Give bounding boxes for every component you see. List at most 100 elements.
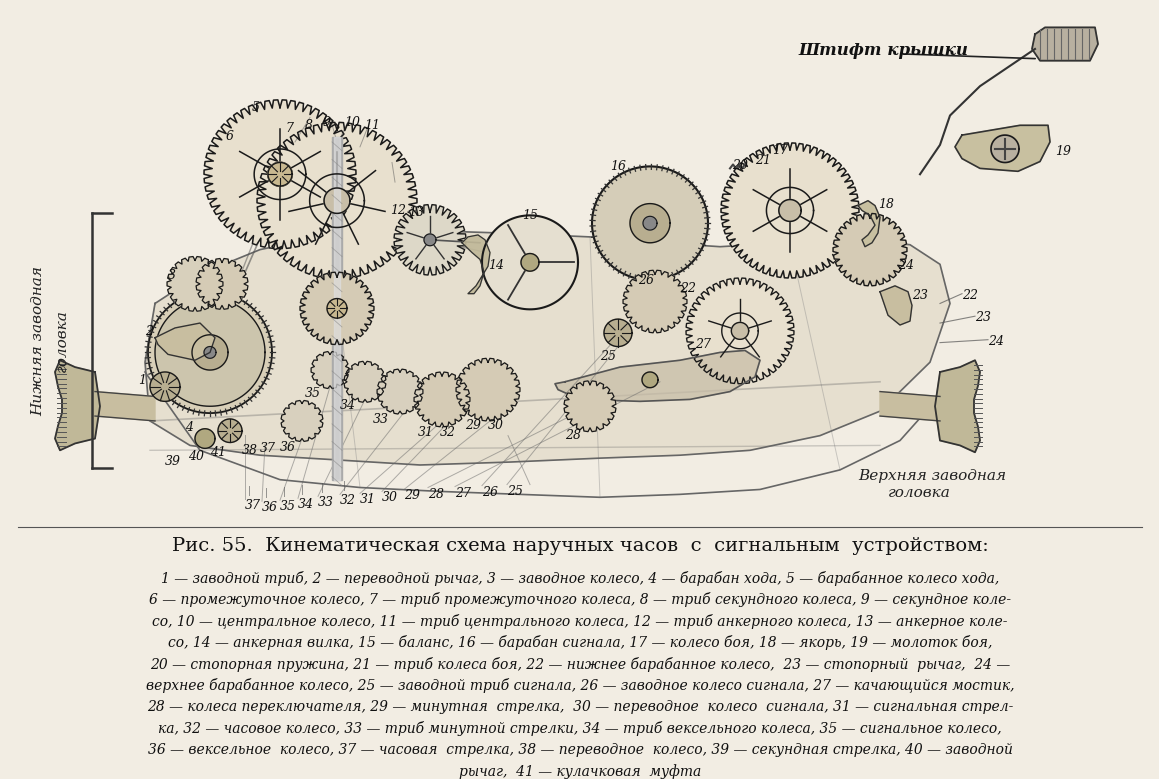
Polygon shape (630, 203, 670, 243)
Polygon shape (196, 259, 248, 309)
Polygon shape (955, 125, 1050, 171)
Text: 20 — стопорная пружина, 21 — триб колеса боя, 22 — нижнее барабанное колесо,  23: 20 — стопорная пружина, 21 — триб колеса… (150, 657, 1011, 671)
Text: 9: 9 (323, 115, 331, 129)
Polygon shape (204, 100, 356, 249)
Polygon shape (155, 298, 265, 407)
Text: 20: 20 (732, 159, 748, 171)
Polygon shape (377, 369, 423, 414)
Text: 30: 30 (488, 419, 504, 432)
Text: головка: головка (888, 486, 950, 500)
Text: Рис. 55.  Кинематическая схема наручных часов  с  сигнальным  устройством:: Рис. 55. Кинематическая схема наручных ч… (172, 538, 989, 555)
Text: 28: 28 (564, 428, 581, 442)
Polygon shape (268, 162, 292, 186)
Text: 10: 10 (344, 115, 360, 129)
Text: 33: 33 (373, 413, 389, 426)
Polygon shape (195, 428, 216, 449)
Text: 8: 8 (305, 119, 313, 132)
Text: 34: 34 (340, 400, 356, 412)
Polygon shape (204, 347, 216, 358)
Text: 36 — вексельное  колесо, 37 — часовая  стрелка, 38 — переводное  колесо, 39 — се: 36 — вексельное колесо, 37 — часовая стр… (147, 743, 1013, 757)
Polygon shape (414, 372, 469, 427)
Text: 24: 24 (987, 335, 1004, 347)
Text: 2: 2 (145, 325, 153, 338)
Text: 6 — промежуточное колесо, 7 — триб промежуточного колеса, 8 — триб секундного ко: 6 — промежуточное колесо, 7 — триб проме… (150, 592, 1011, 608)
Text: рычаг,  41 — кулачковая  муфта: рычаг, 41 — кулачковая муфта (459, 764, 701, 779)
Polygon shape (564, 381, 615, 432)
Text: 27: 27 (695, 338, 710, 351)
Text: со, 14 — анкерная вилка, 15 — баланс, 16 — барабан сигнала, 17 — колесо боя, 18 : со, 14 — анкерная вилка, 15 — баланс, 16… (168, 636, 992, 650)
Polygon shape (282, 400, 323, 442)
Polygon shape (455, 358, 520, 421)
Polygon shape (344, 361, 386, 402)
Text: 25: 25 (506, 485, 523, 498)
Text: 33: 33 (318, 496, 334, 509)
Text: 30: 30 (382, 492, 398, 505)
Text: 5: 5 (252, 100, 260, 114)
Text: 37: 37 (260, 442, 276, 456)
Polygon shape (257, 122, 417, 279)
Polygon shape (935, 360, 981, 453)
Text: 26: 26 (482, 485, 498, 499)
Polygon shape (327, 298, 347, 318)
Text: 7: 7 (285, 122, 293, 136)
Polygon shape (642, 372, 658, 388)
Text: 23: 23 (912, 289, 928, 301)
Polygon shape (686, 278, 794, 384)
Text: Нижняя заводная: Нижняя заводная (31, 266, 45, 416)
Text: 40: 40 (188, 450, 204, 464)
Text: 17: 17 (772, 144, 788, 157)
Text: 31: 31 (418, 426, 433, 439)
Text: 39: 39 (165, 455, 181, 468)
Polygon shape (155, 323, 216, 360)
Text: 27: 27 (455, 487, 471, 499)
Text: 38: 38 (242, 445, 258, 457)
Polygon shape (833, 213, 907, 286)
Text: 28: 28 (428, 488, 444, 500)
Text: со, 10 — центральное колесо, 11 — триб центрального колеса, 12 — триб анкерного : со, 10 — центральное колесо, 11 — триб ц… (152, 614, 1007, 629)
Text: Штифт крышки: Штифт крышки (799, 42, 968, 59)
Polygon shape (268, 163, 292, 186)
Polygon shape (300, 272, 374, 344)
Polygon shape (334, 137, 340, 480)
Polygon shape (325, 188, 350, 213)
Text: 15: 15 (522, 210, 538, 223)
Text: 29: 29 (404, 489, 420, 502)
Polygon shape (192, 335, 228, 370)
Polygon shape (779, 199, 801, 221)
Text: 11: 11 (364, 119, 380, 132)
Text: 23: 23 (975, 312, 991, 324)
Text: ка, 32 — часовое колесо, 33 — триб минутной стрелки, 34 — триб вексельного колес: ка, 32 — часовое колесо, 33 — триб минут… (158, 721, 1001, 736)
Text: 24: 24 (898, 259, 914, 273)
Polygon shape (624, 270, 687, 333)
Text: 41: 41 (210, 446, 226, 460)
Text: 29: 29 (465, 419, 481, 432)
Polygon shape (95, 392, 155, 421)
Polygon shape (167, 256, 223, 312)
Polygon shape (1032, 27, 1098, 61)
Text: 1: 1 (138, 374, 146, 387)
Polygon shape (880, 392, 940, 421)
Polygon shape (424, 234, 436, 245)
Polygon shape (145, 230, 950, 465)
Polygon shape (462, 235, 490, 294)
Text: 3: 3 (168, 270, 176, 282)
Polygon shape (331, 137, 342, 480)
Text: 32: 32 (340, 495, 356, 507)
Text: 28 — колеса переключателя, 29 — минутная  стрелка,  30 — переводное  колесо  сиг: 28 — колеса переключателя, 29 — минутная… (147, 700, 1013, 714)
Text: 19: 19 (1055, 145, 1071, 158)
Text: 6: 6 (226, 130, 234, 143)
Polygon shape (643, 217, 657, 230)
Polygon shape (148, 291, 272, 413)
Text: 16: 16 (610, 160, 626, 173)
Text: 36: 36 (262, 501, 278, 514)
Text: 1 — заводной триб, 2 — переводной рычаг, 3 — заводное колесо, 4 — барабан хода, : 1 — заводной триб, 2 — переводной рычаг,… (161, 571, 999, 586)
Text: верхнее барабанное колесо, 25 — заводной триб сигнала, 26 — заводное колесо сигн: верхнее барабанное колесо, 25 — заводной… (146, 679, 1014, 693)
Text: 37: 37 (245, 499, 261, 513)
Polygon shape (54, 360, 100, 450)
Polygon shape (880, 286, 912, 325)
Polygon shape (721, 143, 859, 278)
Text: 35: 35 (305, 386, 321, 400)
Polygon shape (555, 351, 760, 401)
Text: 35: 35 (280, 500, 296, 513)
Polygon shape (482, 215, 578, 309)
